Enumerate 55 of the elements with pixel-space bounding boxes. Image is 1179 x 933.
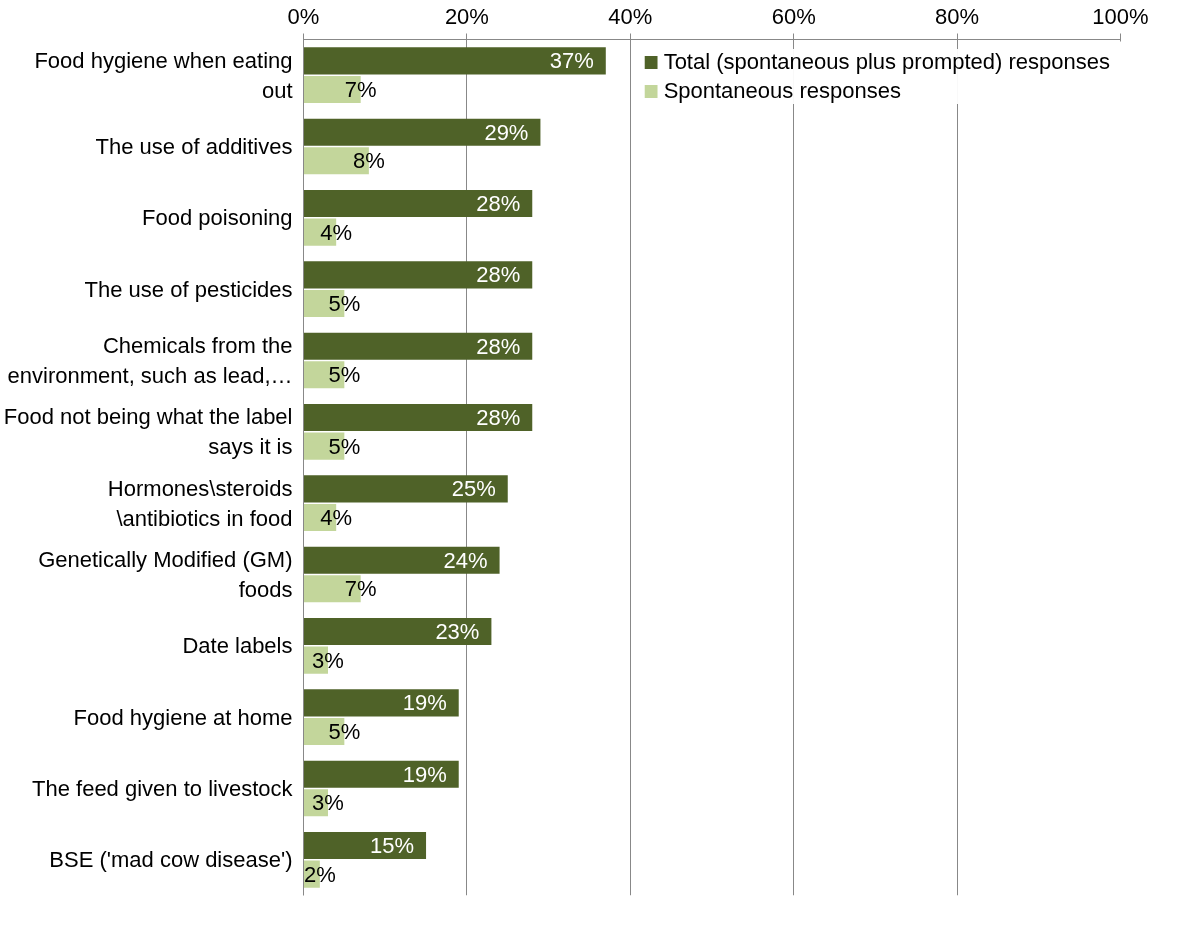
x-tick-label: 100% xyxy=(1092,3,1149,29)
data-label: 25% xyxy=(451,476,496,502)
bar xyxy=(303,47,606,75)
data-label: 8% xyxy=(352,148,385,174)
bar xyxy=(303,689,459,717)
data-label: 3% xyxy=(312,790,344,816)
data-label: 3% xyxy=(312,647,344,673)
data-label: 19% xyxy=(402,690,447,716)
data-label: 23% xyxy=(435,619,480,645)
bar xyxy=(303,404,533,432)
bar xyxy=(303,118,541,146)
x-tick-label: 80% xyxy=(935,3,980,29)
data-label: 5% xyxy=(328,290,361,316)
data-label: 5% xyxy=(328,362,361,388)
data-label: 5% xyxy=(328,433,361,459)
y-tick-label: BSE ('mad cow disease') xyxy=(49,847,293,873)
y-tick-label: Food poisoning xyxy=(142,205,293,231)
x-tick-label: 60% xyxy=(771,3,816,29)
y-tick-label: The feed given to livestock xyxy=(32,776,294,801)
y-tick-label: Food not being what the label says it is xyxy=(3,404,293,460)
data-label: 24% xyxy=(443,547,488,573)
data-label: 15% xyxy=(370,833,415,859)
data-label: 4% xyxy=(320,504,353,530)
data-label: 7% xyxy=(344,576,377,602)
y-tick-label: Food hygiene when eating out xyxy=(34,47,293,103)
bar xyxy=(303,190,533,218)
bar xyxy=(303,332,533,360)
bar xyxy=(303,261,533,289)
data-label: 4% xyxy=(320,219,353,245)
y-tick-label: Food hygiene at home xyxy=(73,704,293,730)
data-label: 2% xyxy=(303,861,336,887)
y-tick-label: Hormones\steroids \antibiotics in food xyxy=(107,475,293,531)
y-tick-label: Date labels xyxy=(182,633,293,659)
data-label: 28% xyxy=(476,262,521,288)
data-label: 37% xyxy=(549,48,594,74)
data-label: 28% xyxy=(476,405,521,431)
data-label: 28% xyxy=(476,191,521,217)
y-tick-label: The use of pesticides xyxy=(84,276,293,302)
legend-label: Total (spontaneous plus prompted) responses xyxy=(663,49,1110,75)
y-tick-label: Genetically Modified (GM) foods xyxy=(38,547,293,602)
data-label: 29% xyxy=(484,119,529,145)
x-tick-label: 0% xyxy=(287,3,320,29)
y-tick-label: Chemicals from the environment, such as lead,… xyxy=(7,333,293,388)
data-label: 28% xyxy=(476,333,521,359)
bar xyxy=(303,618,492,646)
data-label: 19% xyxy=(402,761,447,787)
y-tick-label: The use of additives xyxy=(95,134,293,159)
x-tick-label: 20% xyxy=(444,3,489,29)
bar xyxy=(303,546,500,574)
data-label: 7% xyxy=(344,76,377,102)
x-tick-label: 40% xyxy=(608,3,653,29)
bar xyxy=(303,475,508,503)
data-label: 5% xyxy=(328,718,361,744)
legend-label: Spontaneous responses xyxy=(663,78,901,104)
bar xyxy=(303,760,459,788)
